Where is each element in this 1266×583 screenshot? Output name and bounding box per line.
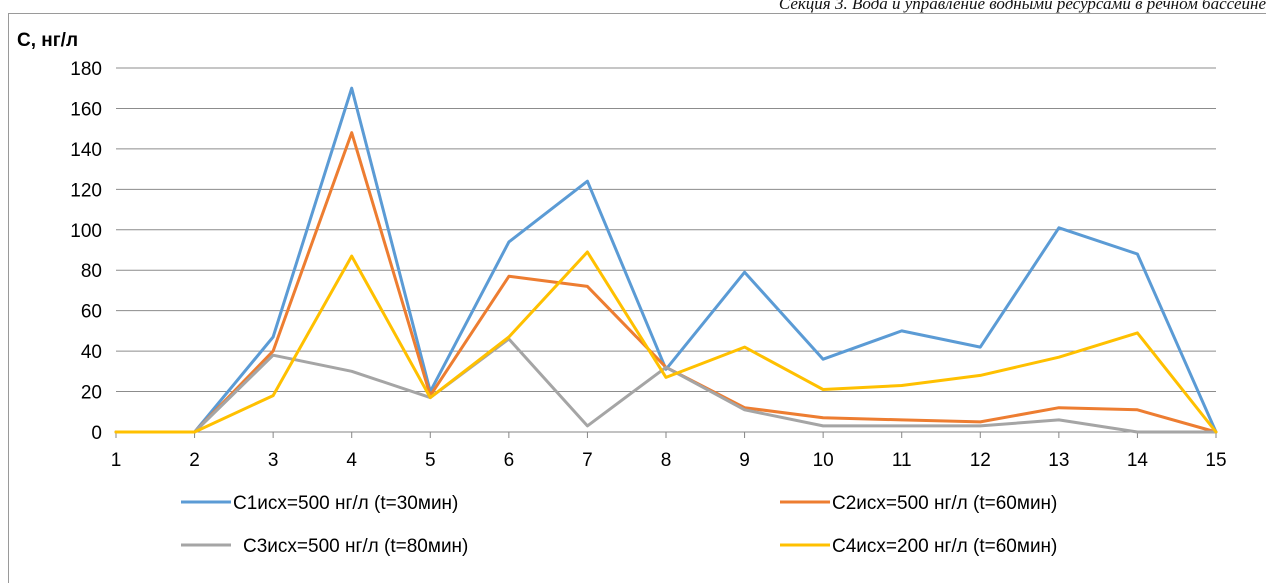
x-tick-label: 7 <box>582 450 593 471</box>
y-tick-label: 0 <box>91 423 102 444</box>
data-point <box>979 345 982 349</box>
data-point <box>1057 406 1061 409</box>
series-line-3 <box>114 337 1218 434</box>
data-point <box>743 408 746 411</box>
data-point <box>979 424 982 428</box>
data-point <box>1057 226 1061 229</box>
data-point <box>664 366 668 369</box>
x-tick-label: 14 <box>1127 450 1149 471</box>
x-tick-label: 1 <box>111 450 122 471</box>
y-tick-labels: 0 20 40 60 80 100 120 140 160 180 <box>70 59 102 444</box>
x-tick-label: 9 <box>739 450 750 471</box>
data-point <box>507 240 511 244</box>
data-point <box>821 358 825 361</box>
x-tick-label: 2 <box>189 450 200 471</box>
data-point <box>350 87 353 90</box>
y-tick-label: 40 <box>81 342 102 363</box>
data-point <box>900 384 903 387</box>
data-point <box>1057 418 1061 422</box>
x-tick-label: 11 <box>892 450 912 471</box>
x-tick-label: 4 <box>346 450 357 471</box>
data-point <box>350 370 353 373</box>
data-point <box>350 131 353 134</box>
data-point <box>743 345 746 349</box>
series-lines <box>114 86 1218 434</box>
data-point <box>429 396 432 399</box>
data-point <box>900 329 903 333</box>
x-tick-label: 5 <box>425 450 436 471</box>
data-point <box>743 271 746 274</box>
data-point <box>900 418 903 422</box>
y-tick-label: 160 <box>70 99 102 120</box>
y-tick-label: 20 <box>81 383 102 404</box>
data-point <box>271 353 275 357</box>
data-point <box>271 335 275 339</box>
data-point <box>271 349 275 353</box>
data-point <box>1214 430 1218 434</box>
y-tick-label: 180 <box>70 59 102 80</box>
y-axis-title: С, нг/л <box>17 30 78 51</box>
x-tick-label: 8 <box>661 450 672 471</box>
y-tick-label: 120 <box>70 180 102 201</box>
x-tick-label: 13 <box>1048 450 1069 471</box>
data-point <box>350 254 353 258</box>
x-tick-labels: 1 2 3 4 5 6 7 8 9 10 11 12 13 14 15 <box>111 432 1227 471</box>
x-tick-label: 12 <box>970 450 991 471</box>
data-point <box>1136 408 1139 411</box>
data-point <box>193 430 196 434</box>
y-tick-label: 100 <box>70 221 102 242</box>
data-point <box>1136 331 1139 335</box>
x-tick-label: 6 <box>504 450 515 471</box>
x-tick-label: 3 <box>268 450 279 471</box>
data-point <box>900 424 903 428</box>
y-tick-label: 80 <box>81 261 102 282</box>
y-tick-label: 60 <box>81 302 102 323</box>
legend-label: С3исх=500 нг/л (t=80мин) <box>243 536 468 557</box>
series-line-4 <box>114 250 1218 434</box>
legend-label: С4исх=200 нг/л (t=60мин) <box>832 536 1057 557</box>
data-point <box>586 250 589 254</box>
data-point <box>507 275 511 278</box>
data-point <box>586 424 589 428</box>
y-tick-label: 140 <box>70 140 102 161</box>
data-point <box>1136 252 1139 256</box>
legend-label: С2исх=500 нг/л (t=60мин) <box>832 493 1057 514</box>
data-point <box>1057 355 1061 359</box>
data-point <box>821 424 825 428</box>
data-point <box>114 430 118 434</box>
data-point <box>821 416 825 420</box>
chart-frame: 0 20 40 60 80 100 120 140 160 180 1 2 3 4 5 6 7 8 9 10 11 12… <box>8 13 1266 583</box>
data-point <box>271 394 275 397</box>
legend: С1исх=500 нг/л (t=30мин) С2исх=500 нг/л (… <box>181 493 1057 557</box>
legend-label: С1исх=500 нг/л (t=30мин) <box>233 493 458 514</box>
data-point <box>586 285 589 288</box>
data-point <box>507 335 511 339</box>
data-point <box>821 388 825 391</box>
data-point <box>1136 430 1139 434</box>
data-point <box>586 180 589 183</box>
data-point <box>979 374 982 377</box>
x-tick-label: 15 <box>1205 450 1226 471</box>
data-point <box>979 420 982 424</box>
data-point <box>664 376 668 379</box>
series-line-2 <box>114 131 1218 434</box>
x-tick-label: 10 <box>813 450 834 471</box>
page-header: Секция 3. Вода и управление водными ресу… <box>778 0 1266 13</box>
